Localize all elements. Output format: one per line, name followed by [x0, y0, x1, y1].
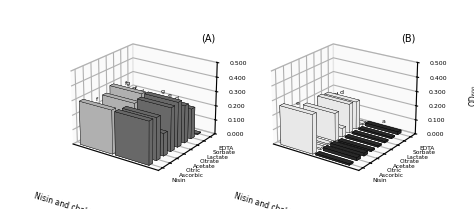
Text: (B): (B): [401, 33, 416, 43]
X-axis label: Nisin and chelating agents: Nisin and chelating agents: [233, 192, 334, 209]
Text: (A): (A): [201, 33, 215, 43]
X-axis label: Nisin and chelating agents: Nisin and chelating agents: [33, 192, 134, 209]
